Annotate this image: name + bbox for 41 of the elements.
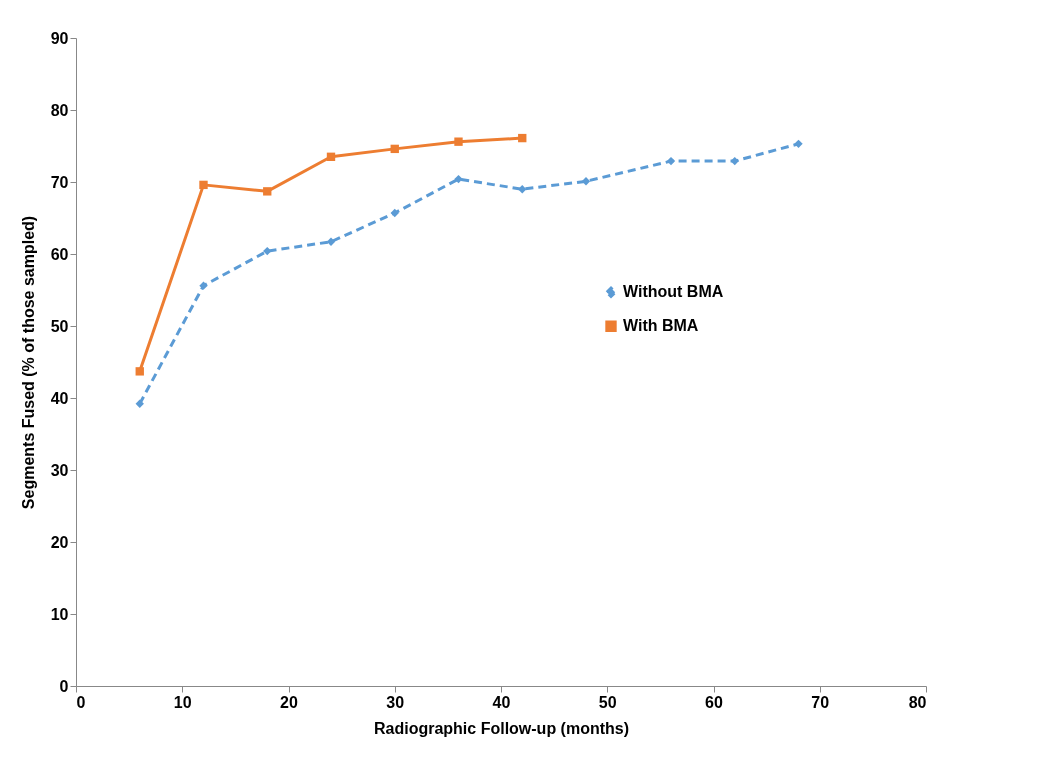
point: [390, 144, 399, 154]
x-tick-label: 50: [598, 693, 617, 711]
y-tick-label: 0: [59, 677, 69, 695]
point: [263, 187, 272, 196]
point: [454, 137, 463, 146]
x-tick-label: 0: [76, 693, 86, 711]
x-tick-label: 30: [386, 693, 405, 711]
point: [263, 246, 272, 256]
point: [326, 152, 336, 161]
x-tick-label: 10: [173, 693, 192, 711]
point: [666, 156, 676, 166]
point: [199, 180, 208, 190]
y-tick-label: 80: [50, 101, 69, 119]
point: [581, 177, 591, 186]
x-tick-label: 40: [492, 693, 511, 711]
x-axis-title: Radiographic Follow-up (months): [373, 719, 630, 737]
y-tick-label: 10: [50, 605, 69, 623]
point: [794, 139, 803, 149]
point: [518, 133, 527, 143]
x-tick-label: 60: [705, 693, 723, 711]
legend-label: With BMA: [623, 317, 699, 335]
point: [454, 174, 463, 184]
legend-label: Without BMA: [623, 283, 724, 301]
y-tick-label: 90: [50, 29, 69, 47]
y-tick-label: 20: [50, 533, 69, 551]
y-tick-label: 40: [50, 389, 69, 407]
x-tick-label: 80: [908, 693, 927, 711]
y-tick-label: 60: [50, 245, 69, 263]
x-tick-label: 70: [811, 693, 830, 711]
y-tick-label: 70: [50, 173, 69, 191]
point: [326, 237, 336, 246]
point: [390, 208, 399, 218]
point: [730, 156, 739, 166]
point: [135, 399, 144, 408]
point: [518, 185, 527, 194]
y-tick-label: 30: [50, 461, 69, 479]
y-axis-title: Segments Fused (% of those sampled): [19, 215, 37, 510]
x-tick-label: 20: [280, 693, 298, 711]
point: [135, 367, 144, 376]
y-tick-label: 50: [50, 317, 69, 335]
point: [199, 281, 208, 290]
